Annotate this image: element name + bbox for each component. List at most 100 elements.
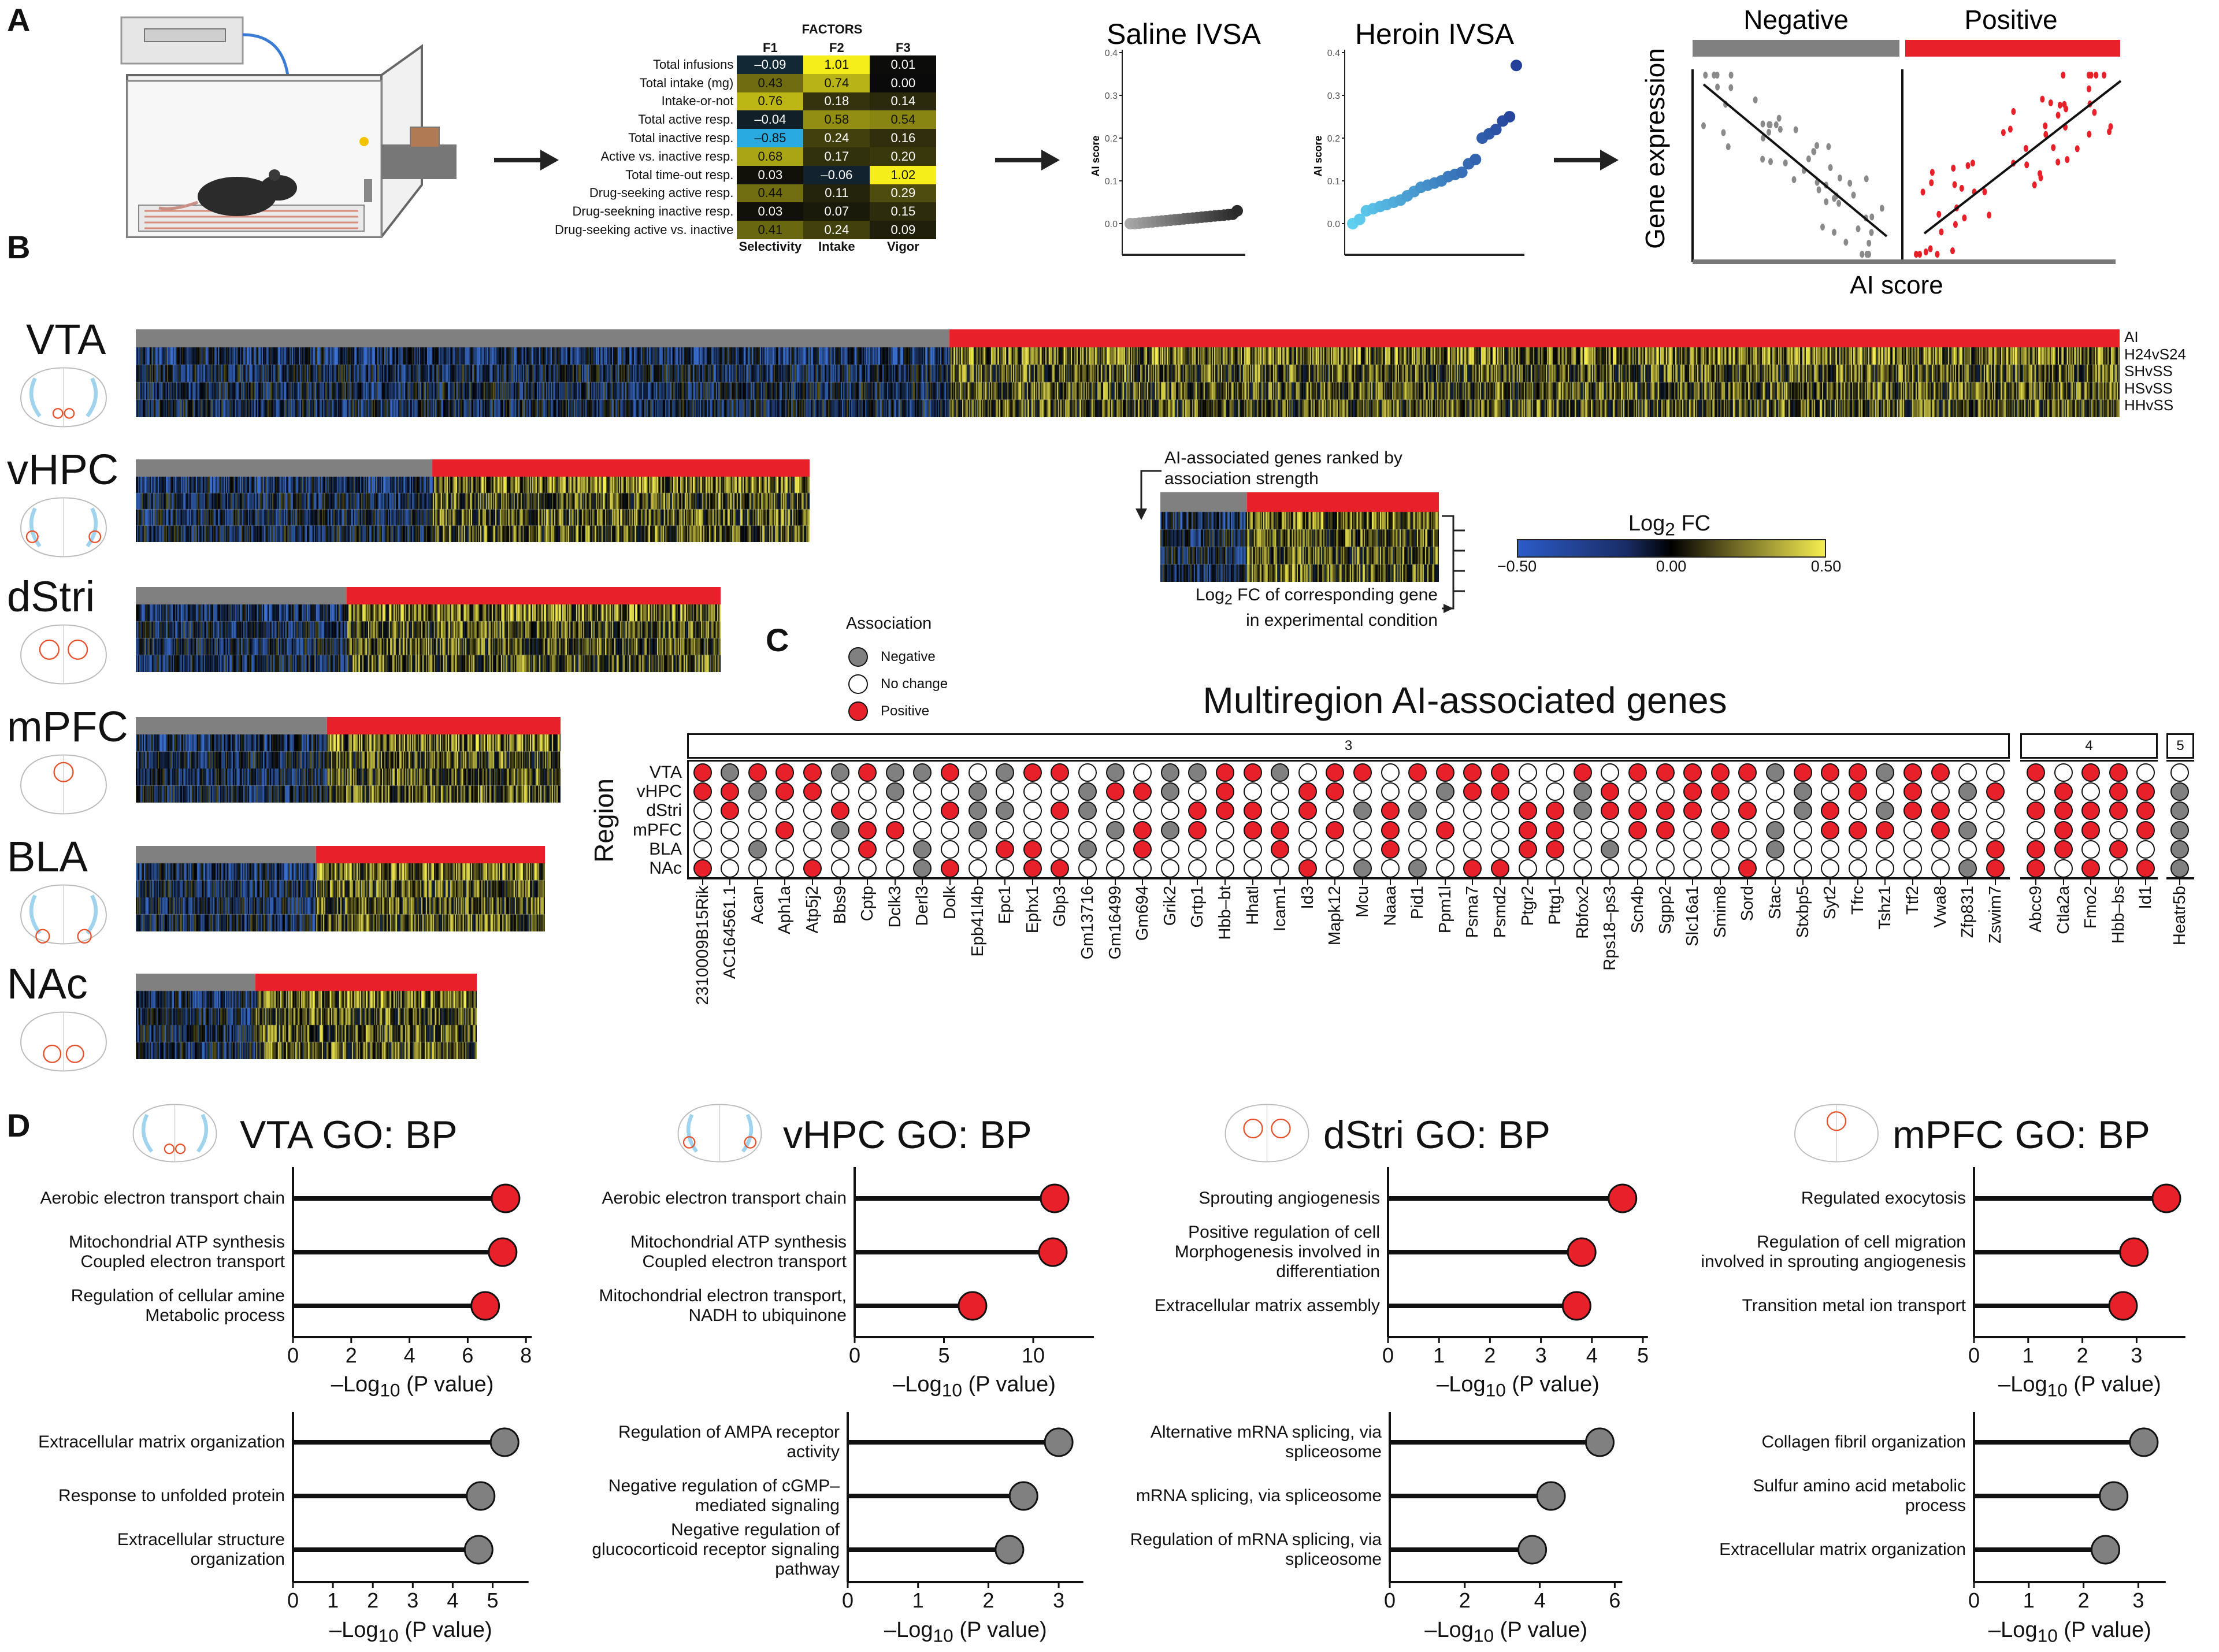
association-dot (1381, 821, 1400, 840)
association-dot (1628, 821, 1647, 840)
gene-label: Ephx1 (1023, 886, 1042, 934)
hippocampus (29, 894, 98, 935)
x-tick-label: 1 (912, 1588, 924, 1612)
gene-label: Tfrc (1848, 886, 1867, 915)
association-dot (830, 782, 849, 801)
loading-cell: 0.54 (870, 110, 937, 129)
association-dot (1160, 821, 1179, 840)
lollipop-dot (466, 1481, 496, 1511)
association-dot (1518, 801, 1537, 820)
lollipop-dot (463, 1535, 493, 1565)
x-tick (2035, 879, 2036, 885)
association-dot (1271, 782, 1290, 801)
region-marker (43, 1044, 62, 1063)
x-tick (1747, 879, 1749, 885)
go-term-line: pathway (775, 1560, 840, 1579)
association-dot (693, 801, 712, 820)
heatmap-nac (136, 974, 477, 1059)
association-dot (1793, 859, 1812, 878)
loading-cell: 0.29 (870, 184, 937, 203)
hippocampus (141, 1113, 209, 1153)
association-dot (885, 782, 904, 801)
x-tick (1279, 879, 1281, 885)
association-dot (1435, 782, 1454, 801)
x-tick (756, 879, 758, 885)
association-dot (1876, 840, 1895, 859)
x-tick-label: 6 (462, 1343, 474, 1367)
association-dot (1683, 763, 1702, 782)
positive-point (2011, 108, 2016, 116)
association-dot (1326, 859, 1345, 878)
negative-point (1793, 126, 1798, 133)
y-axis-label: AI score (1312, 135, 1324, 176)
association-dot (1958, 763, 1977, 782)
association-dot (913, 782, 932, 801)
association-dot (1738, 840, 1757, 859)
association-dot (1683, 801, 1702, 820)
y-tick-label: 0.0 (1105, 220, 1118, 229)
y-tick-label: 0.4 (1327, 49, 1340, 58)
legend-label: No change (881, 676, 948, 692)
association-dot (1326, 763, 1345, 782)
x-axis-label: AI score (1850, 271, 1943, 299)
y-axis-label: AI score (1090, 135, 1101, 176)
region-row-label: BLA (649, 840, 682, 859)
gene-label: Grik2 (1160, 886, 1179, 926)
heatmap-bla (136, 846, 545, 931)
association-dot (775, 801, 795, 820)
association-dot (1601, 801, 1620, 820)
colorbar (1517, 539, 1826, 558)
negative-point (1864, 251, 1869, 258)
association-dot (721, 859, 740, 878)
association-dot (1848, 859, 1867, 878)
association-dot (1160, 801, 1179, 820)
x-tick-label: 5 (1637, 1343, 1649, 1367)
association-dot (1903, 840, 1922, 859)
negative-point (1753, 96, 1758, 103)
y-tick-label: 0.0 (1327, 220, 1340, 229)
factor-names-row: Selectivity Intake Vigor (555, 239, 936, 254)
association-dot (1628, 840, 1647, 859)
factor-name: Selectivity (739, 239, 802, 254)
association-dot (803, 782, 822, 801)
go-term-line: Coupled electron transport (642, 1252, 847, 1271)
x-tick-label: 2 (2077, 1588, 2090, 1612)
association-dot (693, 859, 712, 878)
cluster-header-3: 3 (687, 733, 2010, 759)
association-dot (1353, 840, 1372, 859)
gene-label: Grtp1 (1188, 886, 1207, 928)
positive-point (1959, 184, 1964, 192)
association-dot (1271, 821, 1290, 840)
association-dot (1023, 763, 1042, 782)
negative-point (1773, 121, 1779, 128)
go-term-line: mRNA splicing, via spliceosome (1136, 1486, 1382, 1505)
association-dot (775, 821, 795, 840)
y-tick-label: 0.1 (1327, 177, 1340, 187)
go-term-line: Extracellular structure (117, 1530, 285, 1549)
association-dot (1766, 782, 1784, 801)
x-axis-label: –Log10 (P value) (1998, 1372, 2161, 1401)
negative-point (1703, 72, 1708, 79)
colorbar-fc: FC (1675, 511, 1711, 536)
hippocampus (29, 377, 98, 418)
x-tick (1004, 879, 1006, 885)
association-dot (1078, 821, 1097, 840)
fc-log: Log (1195, 585, 1224, 604)
x-axis-label: –Log10 (P value) (1988, 1618, 2151, 1647)
association-dot (2109, 840, 2128, 859)
loading-cell: 0.20 (870, 147, 937, 166)
x-label-log: –Log (1424, 1618, 1474, 1642)
association-dot (941, 801, 959, 820)
go-term-label: Transition metal ion transport (1742, 1296, 1966, 1316)
association-schematic: Negative Positive Gene expression AI score (1641, 5, 2122, 299)
loading-cell: –0.06 (803, 165, 870, 184)
fc-caption: Log2 FC of corresponding gene in experim… (1196, 585, 1438, 631)
x-tick (2090, 879, 2092, 885)
association-dot (1051, 801, 1070, 820)
negative-point (1728, 84, 1734, 91)
association-dot (1656, 859, 1675, 878)
go-term-line: spliceosome (1285, 1442, 1382, 1461)
association-dot (1051, 840, 1070, 859)
association-dot (1766, 801, 1784, 820)
association-dot (775, 859, 795, 878)
